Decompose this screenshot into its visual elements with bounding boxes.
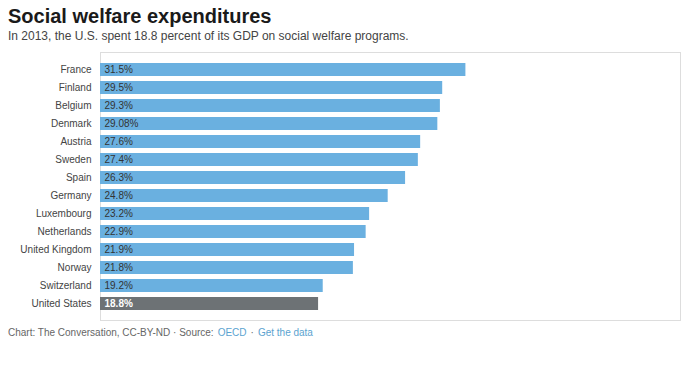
svg-text:18.8%: 18.8% <box>105 298 133 309</box>
html-text:In 2013, the U.S. spent 18.8 p: In 2013, the U.S. spent 18.8 percent of … <box>8 29 409 43</box>
svg-text:29.3%: 29.3% <box>105 100 133 111</box>
svg-text:Netherlands: Netherlands <box>38 226 92 237</box>
svg-text:19.2%: 19.2% <box>105 280 133 291</box>
svg-text:Sweden: Sweden <box>55 154 91 165</box>
svg-text:29.5%: 29.5% <box>105 82 133 93</box>
svg-text:22.9%: 22.9% <box>105 226 133 237</box>
svg-text:Finland: Finland <box>59 82 92 93</box>
svg-text:Switzerland: Switzerland <box>40 280 92 291</box>
svg-text:21.9%: 21.9% <box>105 244 133 255</box>
html-text:Chart: The Conversation, CC-BY: Chart: The Conversation, CC-BY-ND · Sour… <box>8 327 313 338</box>
svg-text:Austria: Austria <box>60 136 92 147</box>
svg-text:Belgium: Belgium <box>55 100 91 111</box>
html-text:Social welfare expenditures: Social welfare expenditures <box>8 5 272 27</box>
svg-text:24.8%: 24.8% <box>105 190 133 201</box>
svg-text:29.08%: 29.08% <box>105 118 139 129</box>
svg-text:27.4%: 27.4% <box>105 154 133 165</box>
svg-text:23.2%: 23.2% <box>105 208 133 219</box>
svg-text:31.5%: 31.5% <box>105 64 133 75</box>
svg-text:United States: United States <box>31 298 91 309</box>
svg-text:21.8%: 21.8% <box>105 262 133 273</box>
svg-text:Luxembourg: Luxembourg <box>36 208 92 219</box>
svg-text:Spain: Spain <box>66 172 92 183</box>
svg-text:26.3%: 26.3% <box>105 172 133 183</box>
svg-text:United Kingdom: United Kingdom <box>20 244 91 255</box>
svg-text:Germany: Germany <box>50 190 91 201</box>
svg-text:France: France <box>60 64 92 75</box>
svg-text:Norway: Norway <box>58 262 92 273</box>
svg-text:Denmark: Denmark <box>51 118 93 129</box>
svg-text:27.6%: 27.6% <box>105 136 133 147</box>
